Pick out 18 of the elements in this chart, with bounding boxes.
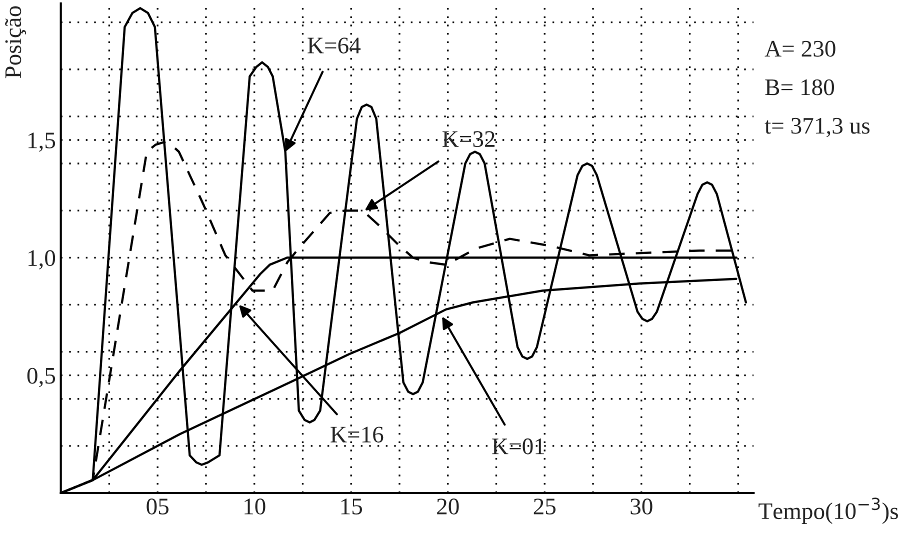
x-tick-label: 15 bbox=[341, 498, 362, 514]
y-tick-label: 1,5 bbox=[28, 132, 56, 152]
text: t= 371,3 us bbox=[764, 118, 870, 138]
annotation: K=01 bbox=[492, 438, 544, 454]
y-tick-label: 1,0 bbox=[28, 250, 56, 270]
x-tick-label: 25 bbox=[534, 498, 556, 514]
x-tick-label: 10 bbox=[244, 498, 266, 514]
text: B= 180 bbox=[765, 79, 834, 96]
y-tick-label: 0,5 bbox=[27, 368, 56, 388]
text: A= 230 bbox=[764, 40, 836, 57]
x-tick-label: 30 bbox=[630, 498, 652, 514]
x-tick-label: 20 bbox=[437, 498, 459, 514]
y-axis-title: Posição bbox=[5, 6, 26, 78]
annotation: K=16 bbox=[330, 426, 384, 443]
x-tick-label: 05 bbox=[146, 498, 168, 514]
x-axis-title: Tempo(10$^{−3}$)s bbox=[758, 498, 898, 524]
annotation: K=64 bbox=[308, 38, 361, 54]
annotation: K=32 bbox=[442, 131, 495, 148]
